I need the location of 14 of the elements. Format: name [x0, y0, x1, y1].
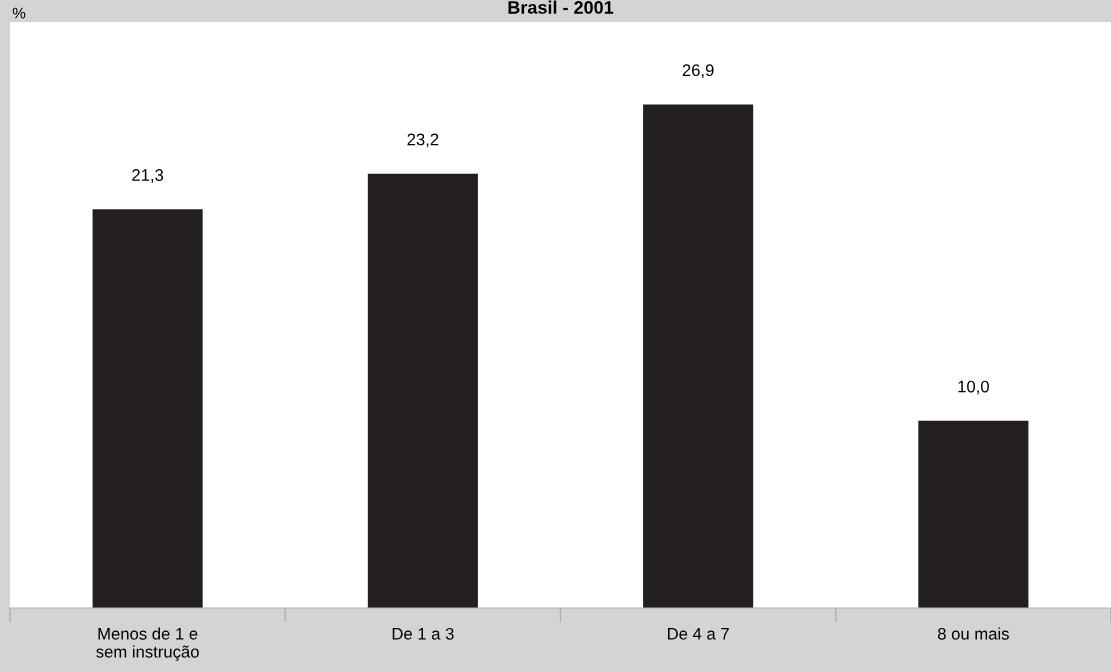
bar — [643, 104, 754, 608]
data-label: 10,0 — [958, 380, 989, 395]
data-label: 26,9 — [682, 64, 714, 79]
x-tick-label: De 4 a 7 — [667, 628, 729, 640]
x-tick-label: 8 ou mais — [937, 627, 1009, 640]
x-tick-label: De 1 a 3 — [392, 627, 454, 640]
x-tick-label: Menos de 1 e sem instrução — [96, 627, 199, 662]
bar — [367, 173, 478, 608]
y-axis-title: % — [12, 7, 26, 19]
bar — [92, 209, 203, 608]
bar — [918, 420, 1029, 608]
data-label: 23,2 — [407, 133, 439, 148]
data-label: 21,3 — [132, 169, 164, 183]
chart-title: Brasil - 2001 — [508, 0, 614, 14]
